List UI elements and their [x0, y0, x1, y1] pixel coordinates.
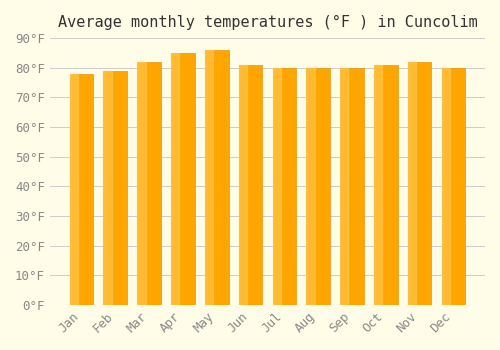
Bar: [272, 68, 281, 305]
Bar: [340, 68, 364, 305]
Bar: [374, 65, 382, 305]
Bar: [104, 71, 127, 305]
Bar: [408, 62, 416, 305]
Bar: [442, 68, 450, 305]
Bar: [340, 68, 348, 305]
Title: Average monthly temperatures (°F ) in Cuncolim: Average monthly temperatures (°F ) in Cu…: [58, 15, 478, 30]
Bar: [138, 62, 161, 305]
Bar: [70, 74, 94, 305]
Bar: [306, 68, 314, 305]
Bar: [171, 53, 194, 305]
Bar: [238, 65, 247, 305]
Bar: [205, 50, 229, 305]
Bar: [238, 65, 262, 305]
Bar: [374, 65, 398, 305]
Bar: [272, 68, 296, 305]
Bar: [70, 74, 78, 305]
Bar: [442, 68, 465, 305]
Bar: [306, 68, 330, 305]
Bar: [171, 53, 179, 305]
Bar: [104, 71, 112, 305]
Bar: [138, 62, 145, 305]
Bar: [205, 50, 213, 305]
Bar: [408, 62, 432, 305]
